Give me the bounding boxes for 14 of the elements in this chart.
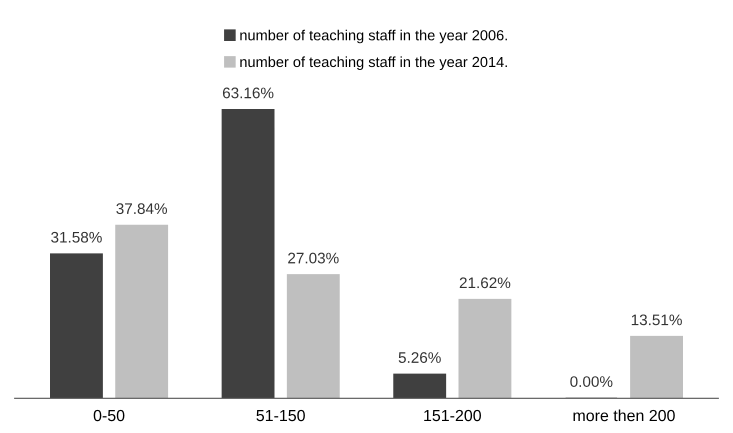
data-label: 27.03% [288,252,339,264]
legend-label: number of teaching staff in the year 2006. [240,30,507,44]
data-label: 31.58% [51,232,102,243]
data-label: 63.16% [222,88,274,98]
x-tick-label: more then 200 [574,409,675,422]
data-label: 0.00% [570,376,612,388]
data-label: 5.26% [398,352,441,363]
data-label: 37.84% [116,203,168,214]
x-tick-label: 0-50 [94,410,124,422]
legend-label: number of teaching staff in the year 2014. [240,56,507,70]
x-tick-label: 151-200 [424,410,481,422]
data-label: 21.62% [460,277,510,288]
x-tick-label: 51-150 [256,410,305,422]
data-label: 13.51% [632,314,682,326]
